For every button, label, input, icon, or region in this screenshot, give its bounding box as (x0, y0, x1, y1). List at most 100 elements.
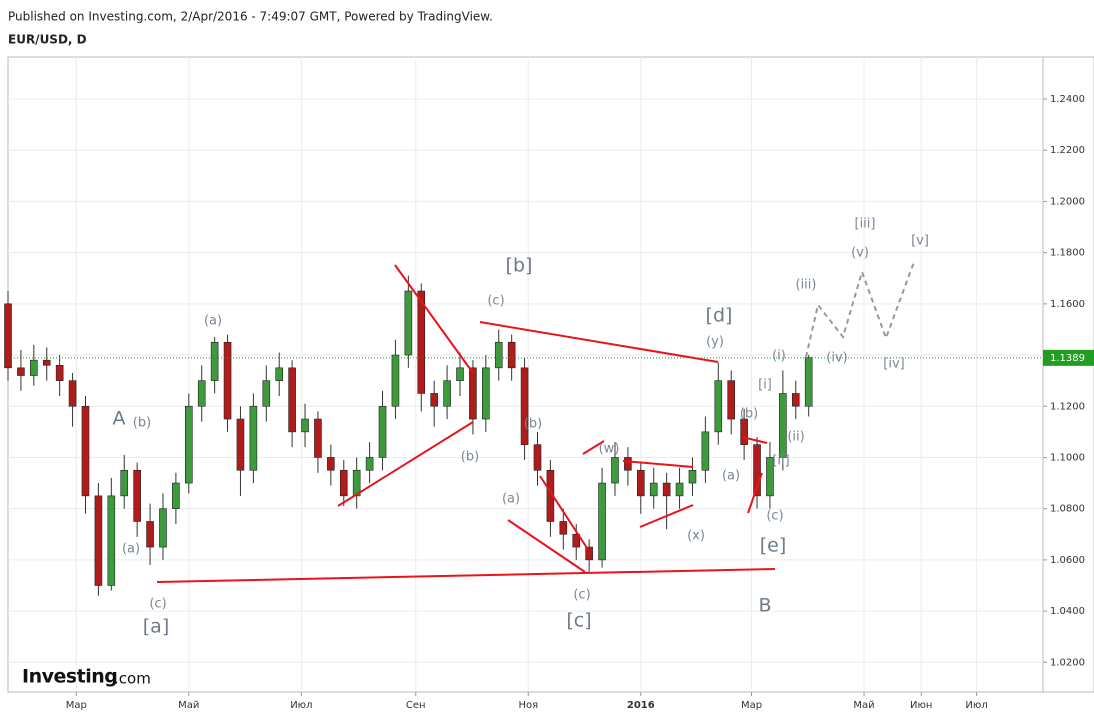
wave-label: (ii) (787, 430, 804, 445)
wave-label: (iii) (796, 278, 817, 293)
candle-body (507, 341, 516, 369)
candle-body (197, 380, 206, 407)
wave-label: (i) (772, 349, 786, 364)
candle-body (469, 367, 477, 420)
candle-body (533, 444, 542, 471)
trendline (622, 460, 694, 468)
wave-label: A (113, 408, 126, 430)
candle-body (688, 469, 697, 484)
logo-suffix: .com (114, 670, 151, 688)
wave-label: B (758, 595, 771, 617)
x-tick-label: Май (178, 700, 199, 711)
wave-label: (c) (766, 509, 783, 524)
candle-body (520, 367, 529, 445)
wave-label: (c) (573, 588, 590, 603)
y-tick-label: 1.1600 (1050, 299, 1085, 310)
wave-label: (x) (687, 529, 705, 544)
wave-label: [ii] (772, 454, 789, 469)
y-tick-label: 1.0200 (1050, 657, 1085, 668)
candle-body (662, 482, 671, 497)
x-tick-label: Ноя (518, 700, 538, 711)
candle-body (378, 405, 387, 458)
wave-label: (v) (851, 246, 869, 261)
candle-body (301, 418, 309, 433)
published-note: Published on Investing.com, 2/Apr/2016 -… (8, 10, 493, 24)
trendline (747, 472, 763, 514)
y-tick-label: 1.0800 (1050, 504, 1085, 515)
candle-body (249, 405, 258, 471)
wave-label: (b) (524, 417, 542, 432)
trendline (394, 264, 474, 374)
trendline (741, 436, 768, 444)
wave-label: [d] (706, 305, 733, 327)
candle-body (701, 431, 710, 471)
wave-label: (y) (706, 335, 724, 350)
trendline (539, 475, 588, 549)
candle-body (430, 393, 438, 407)
candle-body (740, 418, 748, 445)
candle-body (572, 533, 581, 548)
candle-body (804, 357, 813, 407)
candle-body (365, 457, 374, 471)
candle-body (456, 367, 464, 381)
x-tick-label: Мар (66, 700, 87, 711)
wave-label: [iv] (883, 357, 904, 372)
candle-body (791, 393, 800, 407)
candle-body (120, 469, 129, 497)
candle-body (4, 303, 12, 369)
y-tick-label: 1.2000 (1050, 196, 1085, 207)
trendline (479, 321, 719, 363)
candle-body (637, 469, 645, 497)
candle-body (30, 359, 38, 376)
wave-label: (a) (204, 314, 222, 329)
candle-body (210, 341, 219, 381)
wave-label: (w) (599, 442, 620, 457)
candle-body (404, 290, 413, 356)
candle-body (159, 508, 167, 548)
candle-body (714, 380, 723, 433)
candle-body (275, 367, 284, 381)
last-price-box (1043, 349, 1094, 366)
candle-body (443, 380, 451, 407)
candle-body (172, 482, 180, 509)
candle-body (649, 482, 658, 497)
x-tick-label: Май (853, 700, 874, 711)
wave-label: [i] (758, 378, 772, 393)
x-tick-label: Июл (290, 700, 312, 711)
candle-body (42, 359, 51, 366)
trendline (507, 519, 586, 573)
candle-body (585, 546, 593, 561)
x-tick-label: Сен (406, 700, 426, 711)
trendline (639, 504, 694, 528)
candle-body (327, 457, 335, 471)
candle-body (624, 457, 632, 471)
candle-body (223, 341, 232, 420)
projection (805, 261, 915, 358)
candle-body (288, 367, 296, 433)
candle-body (753, 444, 761, 497)
last-price-label: 1.1389 (1050, 353, 1085, 364)
candle-body (766, 457, 774, 497)
x-tick-label: Мар (741, 700, 762, 711)
x-tick-label: Июн (910, 700, 932, 711)
trendline (156, 568, 776, 583)
plot-frame (7, 56, 1094, 693)
trendline (337, 421, 474, 507)
wave-label: [e] (760, 535, 787, 557)
candle-body (611, 457, 619, 484)
candle-body (107, 495, 116, 586)
wave-label: [v] (911, 234, 929, 249)
candle-body (352, 469, 361, 497)
wave-label: (a) (722, 469, 740, 484)
wave-label: (b) (740, 407, 758, 422)
wave-label: (a) (502, 492, 520, 507)
x-tick-label: Июл (965, 700, 987, 711)
candle-body (675, 482, 684, 497)
candle-body (779, 393, 787, 458)
candle-body (262, 380, 271, 407)
candle-body (81, 405, 90, 497)
symbol: EUR/USD, D (8, 33, 87, 47)
candle-body (727, 380, 736, 420)
candle-body (17, 367, 25, 376)
